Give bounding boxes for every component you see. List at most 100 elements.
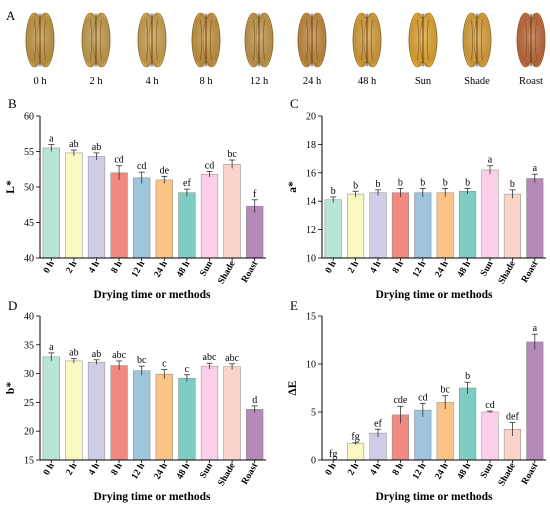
bar-roast (246, 205, 264, 259)
x-axis-label: Drying time or methods (93, 491, 211, 503)
panel-label-c: C (290, 96, 299, 111)
x-axis-label: Drying time or methods (375, 289, 493, 301)
x-tick-label-sun: Sun (479, 461, 496, 480)
bar-48-h (178, 192, 196, 259)
significance-letter-12-h: b (420, 177, 425, 188)
kernel-groove (209, 19, 212, 61)
significance-letter-2-h: ab (69, 139, 78, 150)
significance-letter-roast: f (253, 189, 257, 200)
kernel-photo-12-h (244, 12, 274, 68)
chart-lightness: a 0 h ab 2 h ab 4 h cd 8 h cd 12 h de 24 h ef 48 h cd S… (5, 112, 266, 301)
bar-4-h (369, 192, 387, 259)
bar-48-h (459, 191, 477, 259)
photo-label: Sun (415, 76, 432, 87)
panel-label-d: D (8, 298, 17, 313)
y-tick-label: 40 (24, 312, 34, 323)
significance-letter-24-h: de (160, 165, 170, 176)
x-tick-label-12-h: 12 h (411, 461, 429, 481)
photo-label: 8 h (199, 76, 213, 87)
significance-letter-4-h: ab (92, 349, 101, 360)
x-tick-label-8-h: 8 h (391, 461, 406, 477)
bar-24-h (436, 192, 454, 259)
panel-label-e: E (290, 298, 298, 313)
panel-label-b: B (8, 96, 17, 111)
kernel-photo-4-h (137, 12, 167, 68)
kernel-groove (99, 19, 102, 61)
x-tick-label-48-h: 48 h (175, 259, 193, 279)
kernel-groove (306, 19, 309, 61)
x-tick-label-24-h: 24 h (153, 259, 171, 279)
x-tick-label-8-h: 8 h (110, 259, 125, 275)
kernel-photo-roast (516, 12, 546, 68)
kernel-groove (253, 19, 256, 61)
bar-shade (503, 193, 521, 259)
y-tick-label: 10 (306, 254, 316, 265)
significance-letter-roast: d (252, 395, 257, 406)
kernel-groove (262, 19, 265, 61)
significance-letter-0-h: fg (329, 449, 337, 460)
y-tick-label: 12 (306, 225, 316, 236)
significance-letter-48-h: b (465, 177, 470, 188)
bar-12-h (414, 409, 432, 461)
bar-2-h (65, 360, 83, 461)
x-tick-label-shade: Shade (497, 462, 518, 489)
significance-letter-4-h: ef (374, 418, 382, 429)
significance-letter-shade: abc (225, 353, 239, 364)
x-tick-label-48-h: 48 h (456, 461, 474, 481)
y-tick-label: 15 (306, 312, 316, 323)
bar-48-h (459, 387, 477, 461)
kernel-groove (525, 19, 528, 61)
bar-sun (481, 411, 499, 461)
bar-12-h (133, 370, 151, 461)
kernel-groove (480, 19, 483, 61)
kernel-groove (43, 19, 46, 61)
x-tick-label-12-h: 12 h (130, 461, 148, 481)
y-axis-label: ΔE (287, 380, 299, 395)
significance-letter-12-h: cd (418, 392, 427, 403)
kernel-groove (471, 19, 474, 61)
bar-roast (526, 341, 544, 461)
significance-letter-sun: a (488, 155, 493, 166)
significance-letter-48-h: ef (183, 178, 191, 189)
bar-2-h (65, 152, 83, 259)
x-tick-label-2-h: 2 h (346, 259, 361, 275)
x-tick-label-24-h: 24 h (153, 461, 171, 481)
photo-label: 4 h (145, 76, 159, 87)
bar-shade (223, 366, 241, 461)
y-axis-label: a* (287, 181, 299, 193)
significance-letter-0-h: a (49, 133, 54, 144)
significance-letter-24-h: bc (440, 385, 450, 396)
bar-sun (200, 365, 219, 461)
significance-letter-shade: b (510, 179, 515, 190)
bar-sun (481, 169, 499, 259)
bar-2-h (347, 193, 365, 259)
photo-label: Roast (519, 76, 543, 87)
chart-redness: b 0 h b 2 h b 4 h b 8 h b 12 h b 24 h b 48 h a Sun b Shad… (287, 112, 546, 301)
kernel-groove (146, 19, 149, 61)
y-tick-label: 40 (24, 254, 34, 265)
bar-12-h (133, 177, 151, 259)
x-tick-label-8-h: 8 h (391, 259, 406, 275)
x-tick-label-4-h: 4 h (87, 461, 102, 477)
y-tick-label: 0 (311, 456, 316, 467)
significance-letter-8-h: cde (393, 395, 407, 406)
photo-label: 12 h (250, 76, 269, 87)
chart-yellowness: a 0 h ab 2 h ab 4 h abc 8 h bc 12 h c 24 h c 48 h abc S… (5, 312, 266, 503)
significance-letter-sun: abc (203, 352, 217, 363)
x-tick-label-roast: Roast (240, 259, 261, 285)
bar-sun (200, 173, 219, 259)
x-tick-label-roast: Roast (520, 259, 541, 285)
photo-label: 24 h (303, 76, 322, 87)
bar-24-h (155, 373, 173, 461)
x-tick-label-8-h: 8 h (110, 461, 125, 477)
kernel-photo-0-h (25, 12, 55, 68)
kernel-groove (315, 19, 318, 61)
x-tick-label-sun: Sun (199, 259, 216, 278)
significance-letter-0-h: b (331, 186, 336, 197)
significance-letter-8-h: cd (114, 155, 123, 166)
significance-letter-shade: bc (227, 149, 237, 160)
kernel-groove (361, 19, 364, 61)
x-tick-label-2-h: 2 h (346, 461, 361, 477)
x-tick-label-24-h: 24 h (434, 259, 452, 279)
